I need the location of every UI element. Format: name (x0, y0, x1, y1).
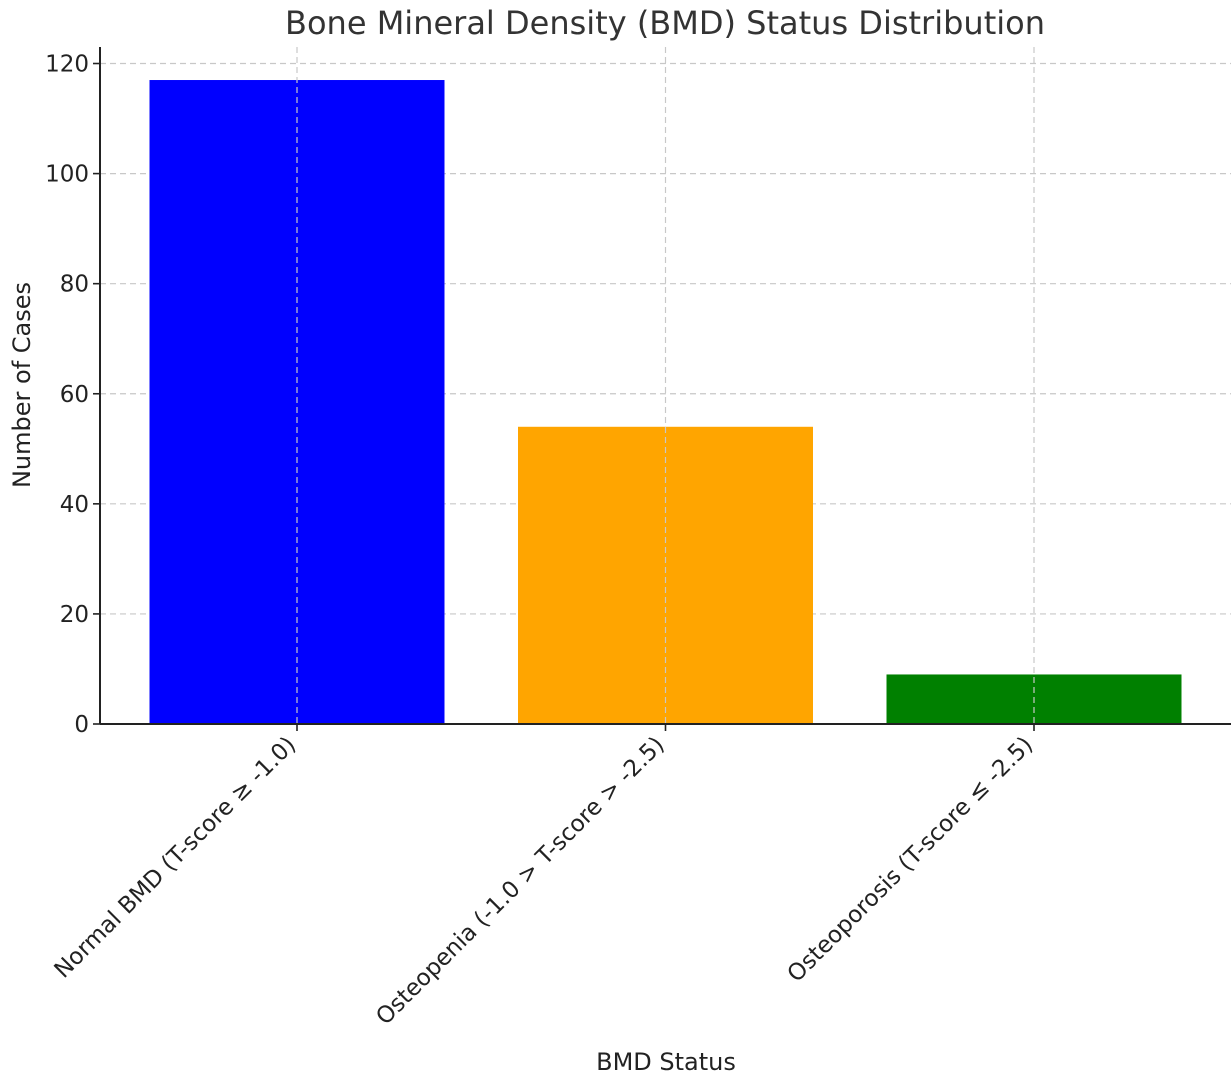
y-tick-label: 120 (45, 52, 89, 78)
y-tick-label: 100 (45, 162, 89, 188)
y-tick-label: 60 (60, 382, 89, 408)
x-tick-label: Osteoporosis (T-score ≤ -2.5) (783, 732, 1039, 988)
x-tick-label: Osteopenia (-1.0 > T-score > -2.5) (371, 732, 669, 1030)
y-tick-label: 80 (60, 272, 89, 298)
x-tick-label: Normal BMD (T-score ≥ -1.0) (50, 732, 302, 984)
y-tick-label: 40 (60, 492, 89, 518)
y-ticks: 0 20 40 60 80 100 120 (45, 52, 100, 738)
x-ticks: Normal BMD (T-score ≥ -1.0) Osteopenia (-… (50, 724, 1039, 1030)
y-axis-label: Number of Cases (8, 282, 36, 488)
y-tick-label: 20 (60, 602, 89, 628)
chart-title: Bone Mineral Density (BMD) Status Distri… (285, 4, 1045, 42)
y-tick-label: 0 (74, 712, 89, 738)
vertical-grid-lines (296, 47, 1035, 724)
x-axis-label: BMD Status (596, 1048, 736, 1076)
bar (518, 426, 813, 724)
